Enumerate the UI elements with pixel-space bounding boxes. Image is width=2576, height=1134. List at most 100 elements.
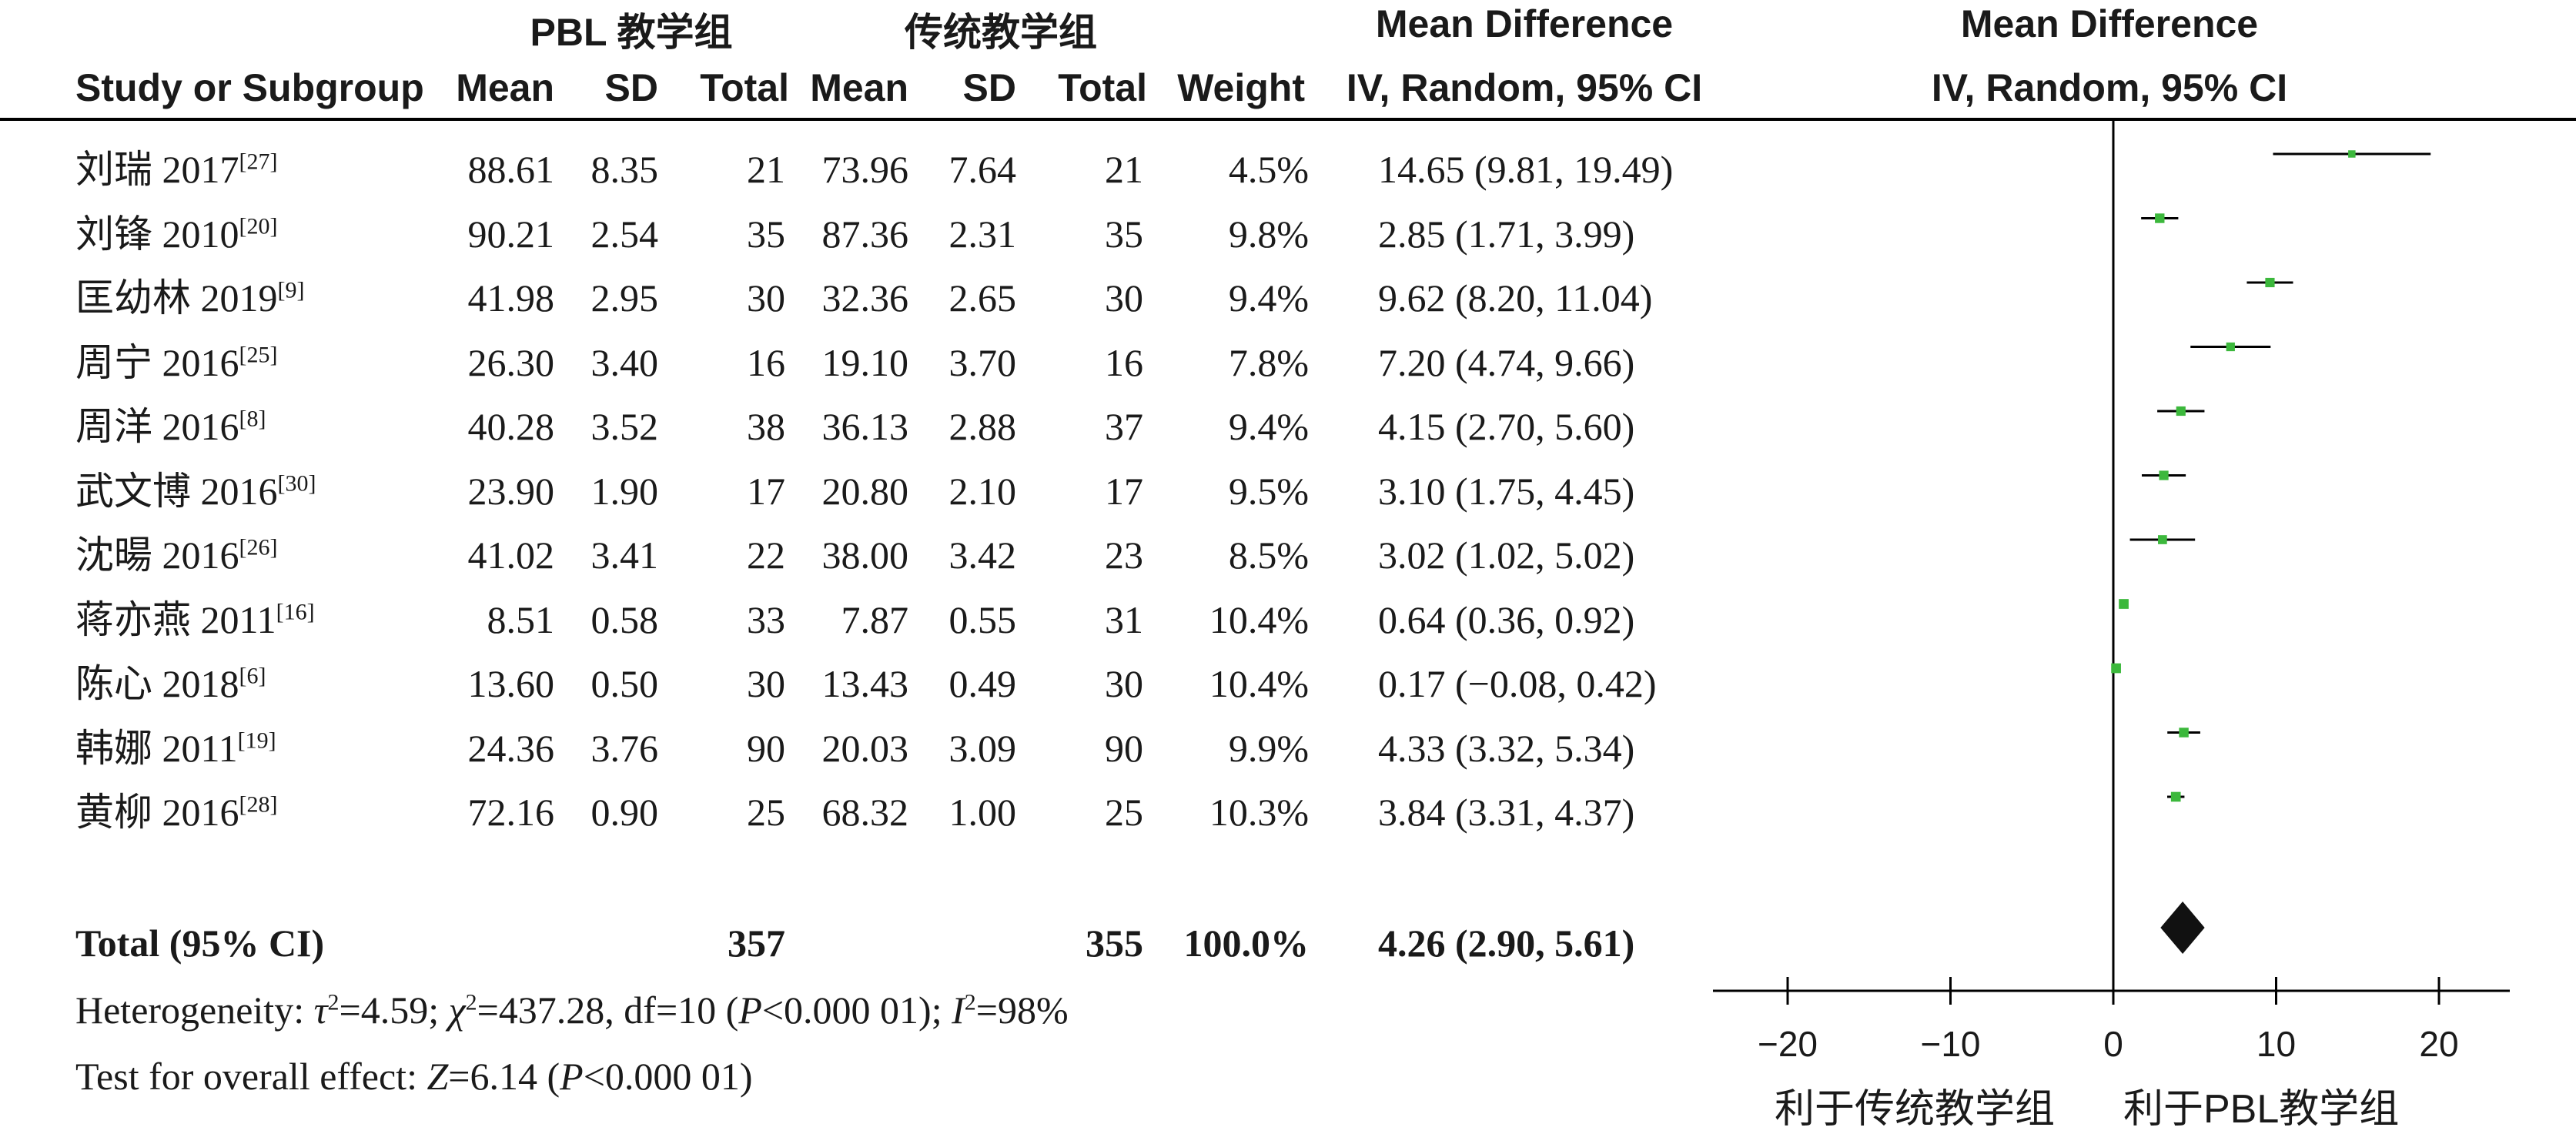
cell-mean1: 72.16 [467,791,555,834]
group2-header: 传统教学组 [905,11,1097,54]
pooled-diamond [2160,902,2205,954]
cell-n2: 17 [1105,469,1143,513]
cell-n1: 22 [747,534,785,577]
cell-weight: 9.4% [1228,276,1309,319]
study-marker [2159,470,2169,480]
study-name: 蒋亦燕 2011[16] [75,597,315,641]
cell-n2: 21 [1105,148,1143,191]
study-marker [2348,150,2356,158]
cell-weight: 10.3% [1209,791,1309,834]
study-name: 韩娜 2011[19] [75,726,276,770]
cell-n1: 25 [747,791,785,834]
overall-effect: Test for overall effect: Z=6.14 (P<0.000… [75,1055,753,1098]
cell-sd1: 1.90 [590,469,659,513]
cell-ci: 7.20 (4.74, 9.66) [1378,340,1635,384]
cell-sd2: 7.64 [948,148,1017,191]
total2-header: Total [1058,66,1147,109]
study-name: 周宁 2016[25] [75,340,278,384]
cell-ci: 4.33 (3.32, 5.34) [1378,726,1635,770]
x-tick-label: 0 [2103,1024,2123,1064]
cell-mean1: 8.51 [487,597,555,641]
cell-mean2: 20.03 [821,726,909,770]
group1-header: PBL 教学组 [530,11,733,54]
cell-n2: 25 [1105,791,1143,834]
cell-n1: 30 [747,276,785,319]
total-ci: 4.26 (2.90, 5.61) [1378,922,1635,965]
cell-mean2: 13.43 [821,662,909,705]
x-tick-label: 20 [2419,1024,2458,1064]
cell-ci: 9.62 (8.20, 11.04) [1378,276,1653,319]
study-name: 陈心 2018[6] [75,662,266,705]
cell-n1: 90 [747,726,785,770]
total-n2: 355 [1086,922,1143,965]
cell-mean2: 38.00 [821,534,909,577]
cell-sd1: 8.35 [590,148,659,191]
cell-sd2: 1.00 [948,791,1017,834]
study-marker [2170,791,2181,802]
favours-control: 利于传统教学组 [1775,1087,2056,1132]
cell-sd1: 0.58 [590,597,659,641]
cell-ci: 3.02 (1.02, 5.02) [1378,534,1635,577]
cell-sd1: 3.40 [590,340,659,384]
cell-ci: 3.84 (3.31, 4.37) [1378,791,1635,834]
cell-ci: 3.10 (1.75, 4.45) [1378,469,1635,513]
total-n1: 357 [728,922,785,965]
cell-mean2: 7.87 [841,597,909,641]
mean2-header: Mean [810,66,908,109]
total1-header: Total [700,66,789,109]
cell-n2: 90 [1105,726,1143,770]
favours-pbl: 利于PBL教学组 [2123,1087,2400,1132]
cell-n2: 16 [1105,340,1143,384]
total-weight: 100.0% [1183,922,1310,965]
x-tick-label: −20 [1758,1024,1818,1064]
cell-weight: 10.4% [1209,662,1309,705]
x-tick-label: 10 [2257,1024,2296,1064]
cell-n2: 23 [1105,534,1143,577]
cell-weight: 8.5% [1228,534,1309,577]
cell-mean2: 32.36 [821,276,909,319]
sd2-header: SD [962,66,1016,109]
cell-n1: 35 [747,212,785,256]
cell-sd1: 0.50 [590,662,659,705]
study-marker [2119,599,2129,609]
cell-n2: 30 [1105,276,1143,319]
cell-n2: 30 [1105,662,1143,705]
study-name: 刘瑞 2017[27] [75,148,278,191]
cell-mean1: 23.90 [467,469,555,513]
study-marker [2158,535,2167,544]
study-name: 沈暘 2016[26] [75,534,278,577]
cell-n1: 33 [747,597,785,641]
cell-sd1: 3.52 [590,405,659,448]
cell-sd2: 2.10 [948,469,1017,513]
x-tick-label: −10 [1920,1024,1980,1064]
cell-ci: 2.85 (1.71, 3.99) [1378,212,1635,256]
cell-weight: 9.5% [1228,469,1309,513]
cell-mean1: 40.28 [467,405,555,448]
mean1-header: Mean [456,66,554,109]
heterogeneity-stats: Heterogeneity: τ2=4.59; χ2=437.28, df=10… [75,988,1069,1032]
cell-n1: 38 [747,405,785,448]
cell-weight: 9.4% [1228,405,1309,448]
cell-weight: 7.8% [1228,340,1309,384]
total-label: Total (95% CI) [75,922,325,965]
cell-mean1: 90.21 [467,212,555,256]
cell-sd1: 3.76 [590,726,659,770]
cell-sd2: 0.55 [948,597,1017,641]
plot-subheader: IV, Random, 95% CI [1931,66,2288,109]
md-header: Mean Difference [1375,2,1674,45]
study-marker [2179,728,2189,738]
study-column-header: Study or Subgroup [75,66,424,109]
cell-mean1: 88.61 [467,148,555,191]
cell-n2: 31 [1105,597,1143,641]
study-marker [2226,342,2235,352]
cell-ci: 14.65 (9.81, 19.49) [1378,148,1674,191]
cell-weight: 9.9% [1228,726,1309,770]
study-marker [2155,213,2165,223]
cell-sd2: 2.31 [948,212,1017,256]
cell-mean1: 41.98 [467,276,555,319]
cell-sd2: 3.42 [948,534,1017,577]
cell-mean1: 13.60 [467,662,555,705]
plot-header: Mean Difference [1960,2,2259,45]
cell-n1: 21 [747,148,785,191]
